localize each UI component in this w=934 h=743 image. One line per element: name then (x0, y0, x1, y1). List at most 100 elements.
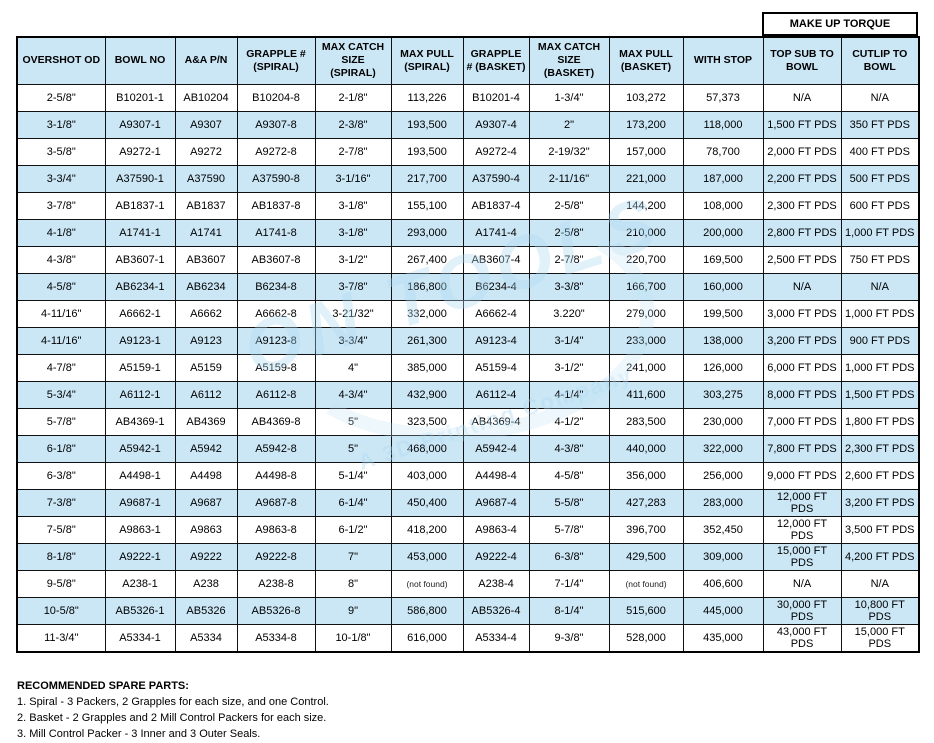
table-cell: 7" (314, 542, 392, 571)
table-cell: 283,500 (608, 407, 684, 436)
table-cell: 8" (314, 569, 392, 598)
table-cell: A9272-8 (236, 137, 316, 166)
column-header: GRAPPLE # (BASKET) (462, 36, 530, 85)
table-cell: 2-5/8" (528, 218, 610, 247)
table-cell: 2-5/8" (528, 191, 610, 220)
table-row: 5-7/8" AB4369-1 AB4369 AB4369-8 5" 323,500 AB4… (16, 407, 920, 436)
table-cell: 453,000 (390, 542, 464, 571)
table-cell: 8,000 FT PDS (762, 380, 842, 409)
table-cell: 155,100 (390, 191, 464, 220)
table-cell: A9123 (174, 326, 238, 355)
table-cell: AB5326 (174, 596, 238, 625)
table-cell: 217,700 (390, 164, 464, 193)
table-cell: 7-5/8" (16, 515, 106, 544)
table-cell: A37590-4 (462, 164, 530, 193)
table-cell: 4-1/2" (528, 407, 610, 436)
table-cell: AB5326-4 (462, 596, 530, 625)
table-cell: 193,500 (390, 110, 464, 139)
table-cell: A9272 (174, 137, 238, 166)
table-cell: A9272-4 (462, 137, 530, 166)
table-cell: B10204-8 (236, 83, 316, 112)
table-row: 2-5/8" B10201-1 AB10204 B10204-8 2-1/8" 113,2… (16, 83, 920, 112)
table-cell: 283,000 (682, 488, 764, 517)
table-cell: 279,000 (608, 299, 684, 328)
table-cell: 3,500 FT PDS (840, 515, 920, 544)
table-row: 7-3/8" A9687-1 A9687 A9687-8 6-1/4" 450,400 A9… (16, 488, 920, 517)
table-cell: A5334-8 (236, 623, 316, 652)
table-cell: N/A (762, 569, 842, 598)
table-cell: N/A (762, 83, 842, 112)
table-cell: A9687-1 (104, 488, 176, 517)
table-cell: AB6234-1 (104, 272, 176, 301)
table-cell: 435,000 (682, 623, 764, 652)
table-cell: AB6234 (174, 272, 238, 301)
table-cell: A9687 (174, 488, 238, 517)
table-cell: N/A (840, 83, 920, 112)
table-cell: A9222-1 (104, 542, 176, 571)
table-cell: 2,000 FT PDS (762, 137, 842, 166)
table-cell: AB4369 (174, 407, 238, 436)
table-cell: A5942-1 (104, 434, 176, 463)
table-cell: 323,500 (390, 407, 464, 436)
table-cell: A9863-1 (104, 515, 176, 544)
table-cell: A6662 (174, 299, 238, 328)
table-cell: A9687-8 (236, 488, 316, 517)
table-cell: 4-3/4" (314, 380, 392, 409)
table-cell: A238-1 (104, 569, 176, 598)
table-cell: AB3607-8 (236, 245, 316, 274)
table-cell: 6,000 FT PDS (762, 353, 842, 382)
table-row: 10-5/8" AB5326-1 AB5326 AB5326-8 9" 586,800 AB… (16, 596, 920, 625)
table-cell: A1741-4 (462, 218, 530, 247)
table-cell: A5942-8 (236, 434, 316, 463)
table-cell: A9272-1 (104, 137, 176, 166)
table-cell: 400 FT PDS (840, 137, 920, 166)
table-cell: 2,300 FT PDS (762, 191, 842, 220)
table-cell: 4-3/8" (16, 245, 106, 274)
table-cell: 15,000 FT PDS (762, 542, 842, 571)
table-cell: 200,000 (682, 218, 764, 247)
table-cell: 241,000 (608, 353, 684, 382)
table-cell: N/A (840, 272, 920, 301)
table-cell: 4-1/4" (528, 380, 610, 409)
table-cell: A1741-1 (104, 218, 176, 247)
table-cell: A6112-4 (462, 380, 530, 409)
table-cell: 5-7/8" (16, 407, 106, 436)
table-row: 3-5/8" A9272-1 A9272 A9272-8 2-7/8" 193,500 A9… (16, 137, 920, 166)
table-cell: 169,500 (682, 245, 764, 274)
table-row: 9-5/8" A238-1 A238 A238-8 8" (not found) A238-… (16, 569, 920, 598)
column-header: BOWL NO (104, 36, 176, 85)
note-line: 1. Spiral - 3 Packers, 2 Grapples for ea… (17, 696, 329, 708)
table-cell: B6234-4 (462, 272, 530, 301)
table-cell: A6662-1 (104, 299, 176, 328)
table-cell: 352,450 (682, 515, 764, 544)
column-header: A&A P/N (174, 36, 238, 85)
table-cell: 4-5/8" (528, 461, 610, 490)
table-cell: 2,200 FT PDS (762, 164, 842, 193)
table-cell: 173,200 (608, 110, 684, 139)
table-cell: 3,200 FT PDS (840, 488, 920, 517)
table-cell: 3-7/8" (16, 191, 106, 220)
table-cell: 6-1/2" (314, 515, 392, 544)
table-cell: 385,000 (390, 353, 464, 382)
table-cell: 4-5/8" (16, 272, 106, 301)
column-header: GRAPPLE # (SPIRAL) (236, 36, 316, 85)
table-cell: 3-7/8" (314, 272, 392, 301)
table-cell: 3-1/4" (528, 326, 610, 355)
table-cell: A37590-8 (236, 164, 316, 193)
table-cell: 12,000 FT PDS (762, 488, 842, 517)
table-cell: AB1837 (174, 191, 238, 220)
table-cell: 8-1/4" (528, 596, 610, 625)
table-cell: 418,200 (390, 515, 464, 544)
table-row: 7-5/8" A9863-1 A9863 A9863-8 6-1/2" 418,200 A9… (16, 515, 920, 544)
table-cell: 103,272 (608, 83, 684, 112)
table-cell: 6-3/8" (528, 542, 610, 571)
table-cell: 1,000 FT PDS (840, 218, 920, 247)
table-cell: B10201-4 (462, 83, 530, 112)
table-cell: A37590 (174, 164, 238, 193)
header-row: OVERSHOT OD BOWL NO A&A P/N GRAPPLE # (SPIR… (16, 36, 920, 85)
table-cell: AB3607-1 (104, 245, 176, 274)
table-cell: 2-1/8" (314, 83, 392, 112)
table-cell: 309,000 (682, 542, 764, 571)
table-cell: 356,000 (608, 461, 684, 490)
table-cell: 160,000 (682, 272, 764, 301)
